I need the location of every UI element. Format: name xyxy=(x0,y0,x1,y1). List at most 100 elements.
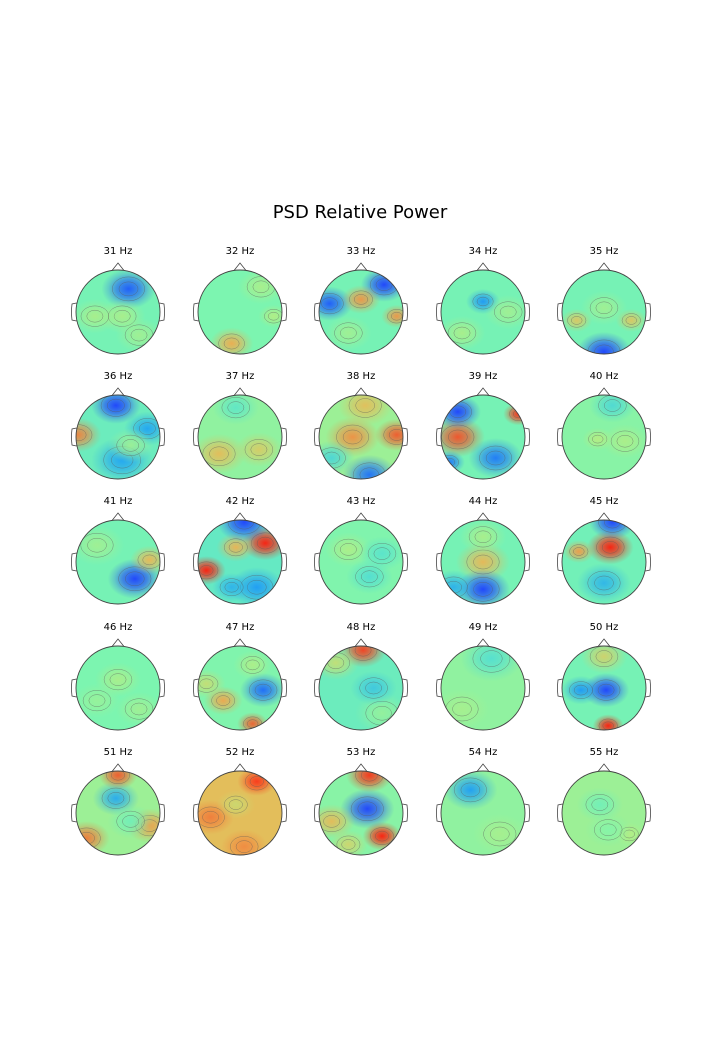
right-ear-outline xyxy=(159,678,165,698)
nose-outline xyxy=(233,763,247,772)
topomap-41-hz: 41 Hz xyxy=(71,496,165,605)
left-ear-outline xyxy=(557,803,563,823)
right-ear-outline xyxy=(159,427,165,447)
contour-line xyxy=(240,656,265,674)
contour-line xyxy=(198,561,219,580)
topomap-44-hz: 44 Hz xyxy=(436,496,530,605)
contour-line xyxy=(130,702,148,716)
power-blob xyxy=(375,418,403,451)
contour-line xyxy=(267,311,280,321)
contour-line xyxy=(106,771,130,784)
contour-line xyxy=(118,281,139,297)
contour-line xyxy=(359,677,388,699)
contour-line xyxy=(142,554,157,566)
power-blob xyxy=(485,294,525,330)
topomap-40-hz: 40 Hz xyxy=(557,371,651,480)
topomap-31-hz: 31 Hz xyxy=(71,246,165,355)
contour-line xyxy=(621,313,641,328)
contour-line xyxy=(109,673,127,686)
right-ear-outline xyxy=(281,803,287,823)
head-outline xyxy=(75,519,161,605)
power-blob xyxy=(233,650,272,680)
panel-label: 51 Hz xyxy=(104,747,133,758)
contour-line xyxy=(473,554,493,570)
contour-line xyxy=(230,836,259,855)
head-outline xyxy=(561,645,647,731)
contour-line xyxy=(453,777,487,803)
contour-line xyxy=(216,695,231,706)
topomap-33-hz: 33 Hz xyxy=(314,246,408,355)
contour-line xyxy=(567,313,587,328)
nose-outline xyxy=(354,387,368,396)
contour-line xyxy=(103,669,133,691)
contour-line xyxy=(245,659,260,671)
power-blob xyxy=(503,402,525,426)
nose-outline xyxy=(476,638,490,647)
topomap-54-hz: 54 Hz xyxy=(436,747,530,856)
panel-label: 32 Hz xyxy=(226,246,255,257)
panel-label: 40 Hz xyxy=(590,371,619,382)
right-ear-outline xyxy=(159,552,165,572)
contour-line xyxy=(468,526,498,548)
nose-outline xyxy=(597,763,611,772)
right-ear-outline xyxy=(524,302,530,322)
contour-line xyxy=(354,646,372,657)
power-blob xyxy=(468,438,523,478)
contour-line xyxy=(591,798,609,811)
power-blob xyxy=(319,286,353,321)
contour-line xyxy=(594,575,614,591)
contour-line xyxy=(595,301,613,315)
power-blob xyxy=(342,454,397,479)
head-outline xyxy=(197,770,283,856)
contour-line xyxy=(373,547,391,560)
power-blob xyxy=(237,712,269,730)
contour-line xyxy=(342,429,363,445)
contour-line xyxy=(86,309,104,323)
right-ear-outline xyxy=(645,678,651,698)
contour-line xyxy=(202,810,219,824)
contour-line xyxy=(387,309,403,324)
panel-label: 46 Hz xyxy=(104,622,133,633)
nose-outline xyxy=(111,638,125,647)
power-blob xyxy=(107,804,154,839)
head-outline xyxy=(440,645,526,731)
contour-line xyxy=(235,840,253,853)
contour-line xyxy=(80,532,114,558)
power-blob xyxy=(216,790,256,819)
contour-line xyxy=(82,690,112,712)
contour-line xyxy=(453,326,471,340)
panel-label: 47 Hz xyxy=(226,622,255,633)
panel-label: 43 Hz xyxy=(347,496,376,507)
power-blob xyxy=(580,290,628,325)
power-blob xyxy=(76,417,102,453)
right-ear-outline xyxy=(159,803,165,823)
contour-line xyxy=(479,445,513,471)
contour-line xyxy=(250,443,268,456)
head-outline xyxy=(440,770,526,856)
contour-line xyxy=(256,536,274,550)
right-ear-outline xyxy=(524,803,530,823)
right-ear-outline xyxy=(645,427,651,447)
chart-title: PSD Relative Power xyxy=(272,202,448,223)
nose-outline xyxy=(111,512,125,521)
left-ear-outline xyxy=(193,427,199,447)
contour-line xyxy=(122,815,139,828)
head-outline xyxy=(318,394,404,480)
panel-label: 55 Hz xyxy=(590,747,619,758)
nose-outline xyxy=(354,638,368,647)
contour-line xyxy=(447,322,477,344)
panel-label: 50 Hz xyxy=(590,622,619,633)
panel-label: 53 Hz xyxy=(347,747,376,758)
contour-line xyxy=(361,570,378,583)
power-blob xyxy=(381,304,403,328)
right-ear-outline xyxy=(281,302,287,322)
contour-line xyxy=(264,309,282,324)
left-ear-outline xyxy=(314,678,320,698)
contour-line xyxy=(223,337,240,350)
right-ear-outline xyxy=(402,302,408,322)
contour-line xyxy=(375,830,389,842)
nose-outline xyxy=(111,763,125,772)
power-blob xyxy=(329,830,368,855)
left-ear-outline xyxy=(436,552,442,572)
contour-line xyxy=(76,428,87,442)
